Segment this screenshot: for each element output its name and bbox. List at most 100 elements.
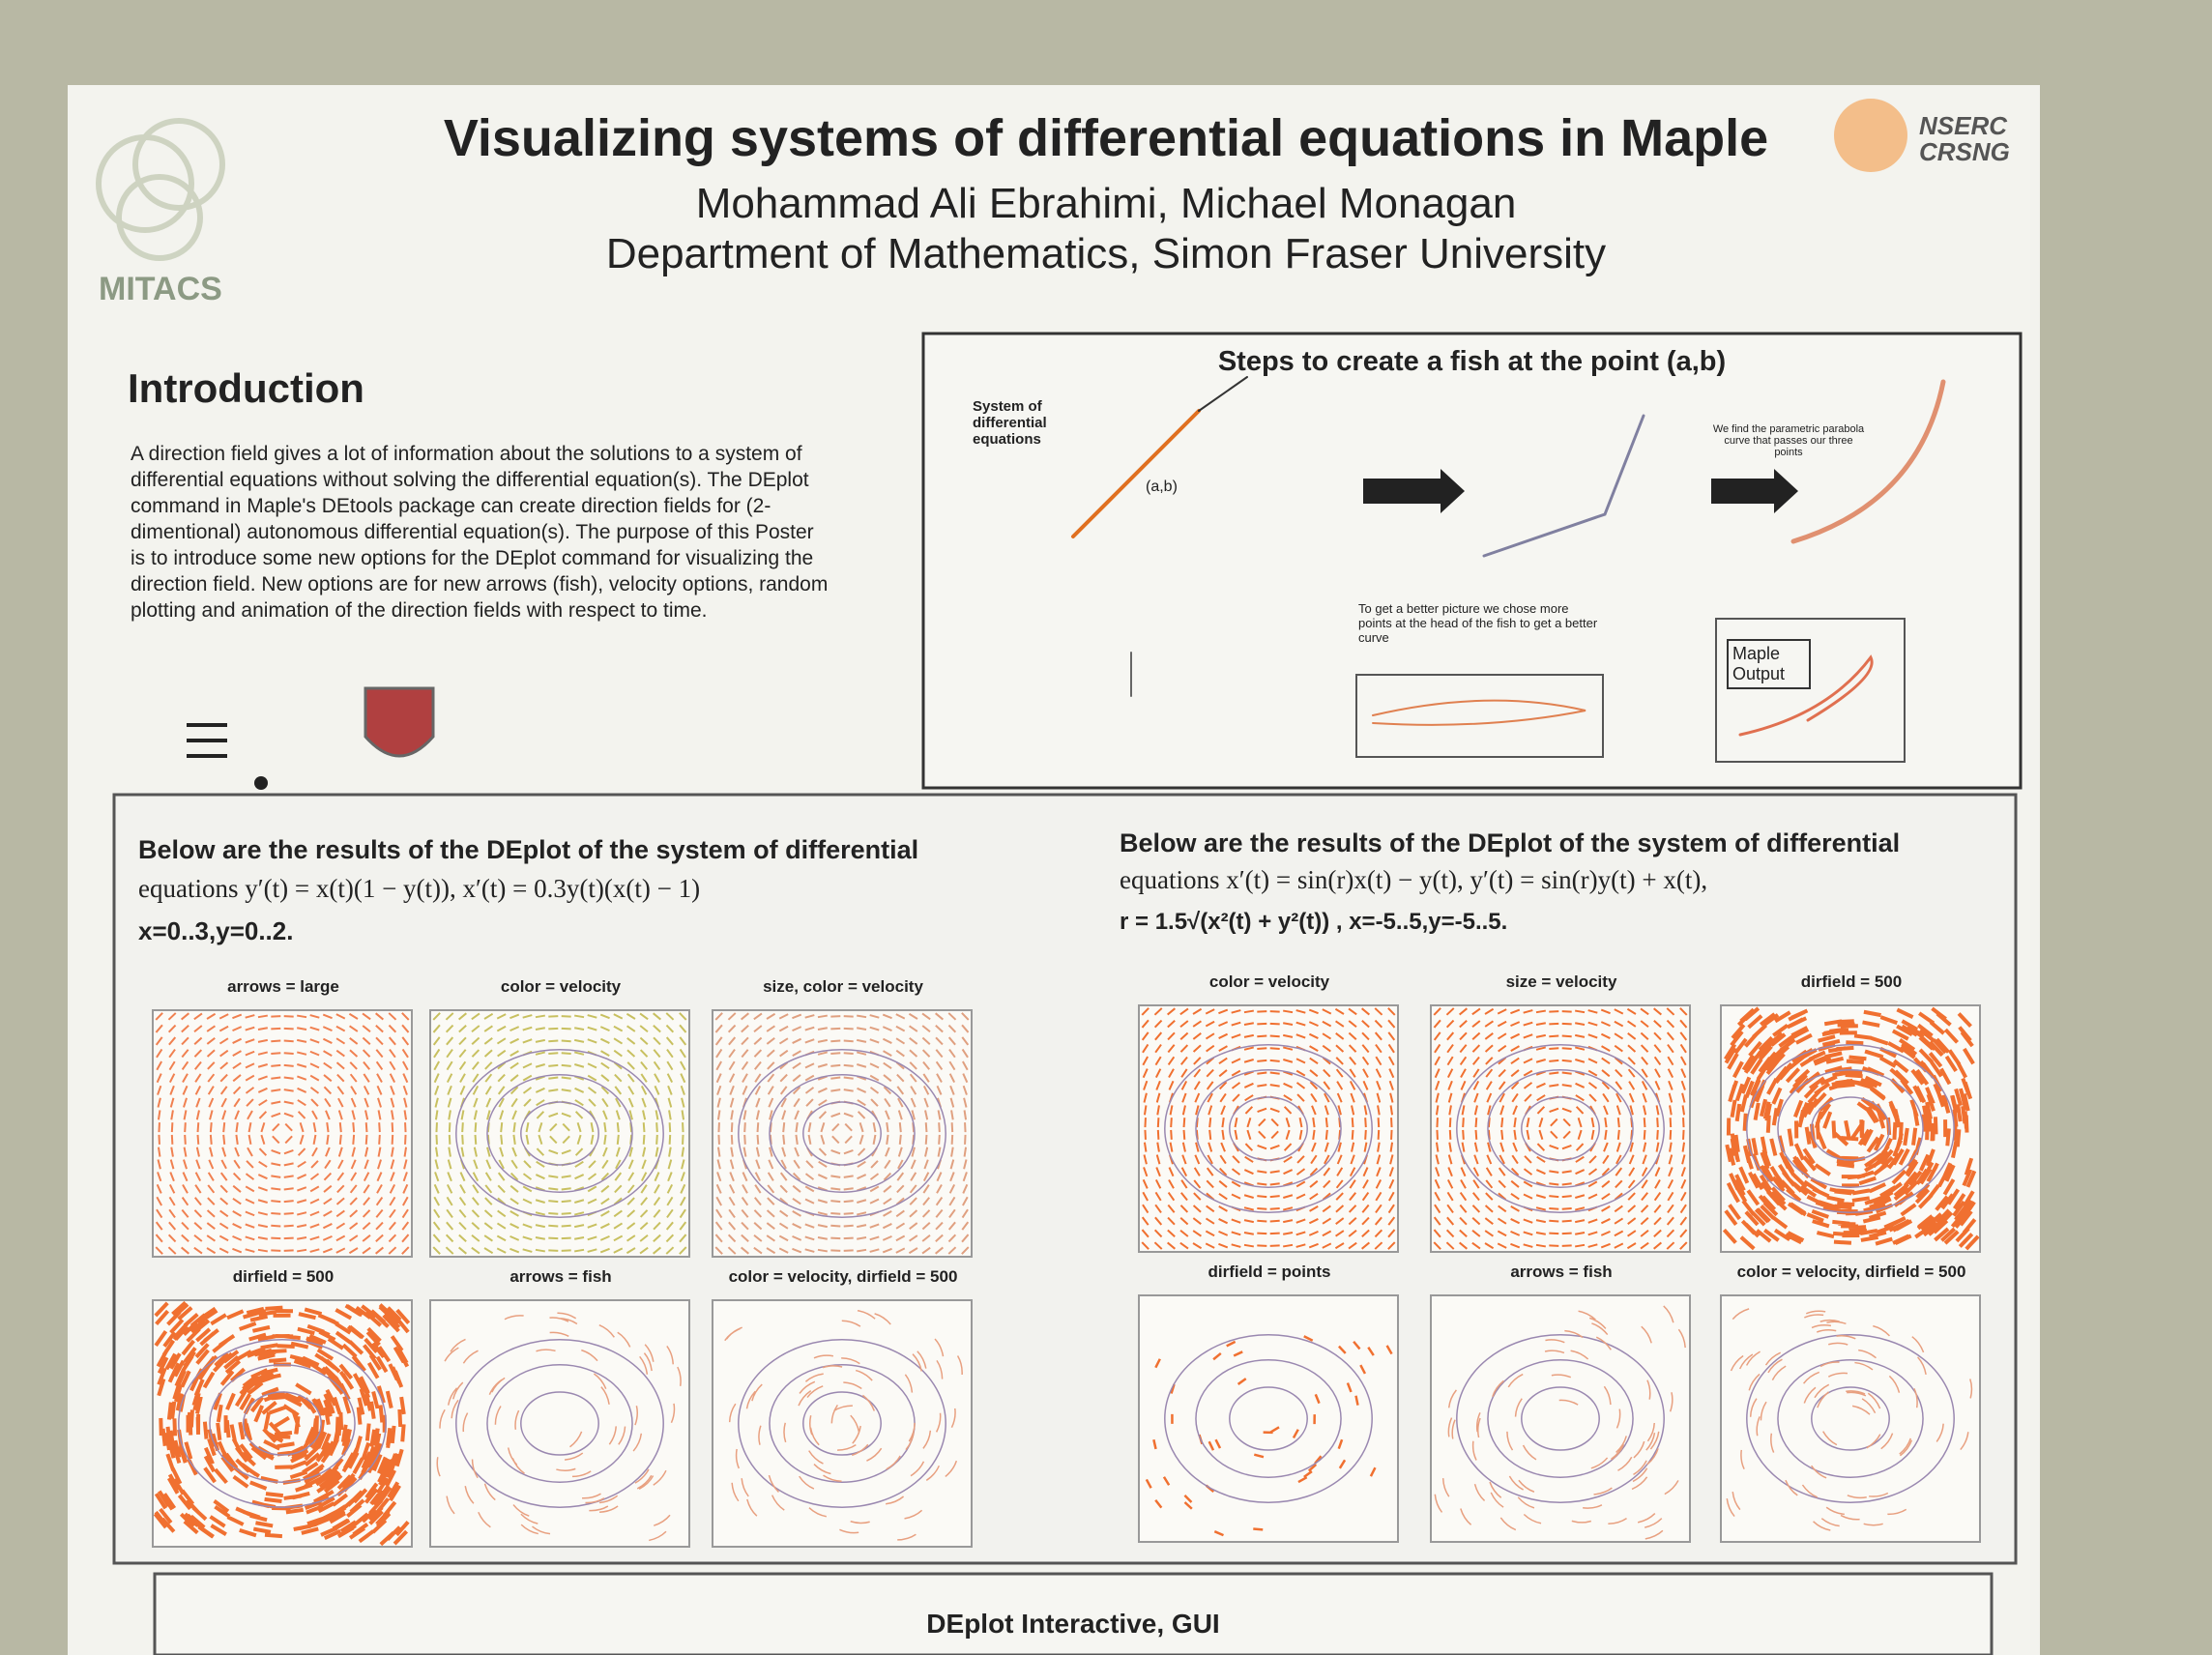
trajectory (1487, 1359, 1634, 1478)
arrows (714, 1012, 970, 1255)
trajectory (1456, 1334, 1665, 1503)
direction-field (712, 1009, 973, 1258)
trajectory (1777, 1359, 1924, 1478)
trajectory (1746, 1044, 1955, 1213)
trajectory (520, 1391, 599, 1456)
trajectory (209, 1364, 356, 1483)
plot-frame (1430, 1004, 1691, 1253)
plot-label: color = velocity (500, 977, 622, 996)
trajectory (1164, 1334, 1373, 1503)
plot-label: color = velocity, dirfield = 500 (728, 1267, 958, 1286)
title: Visualizing systems of differential equa… (443, 109, 1769, 167)
trajectory (178, 1339, 387, 1508)
trajectory (769, 1074, 916, 1193)
trajectory (802, 1391, 882, 1456)
direction-field (1720, 1294, 1981, 1543)
plot-frame (1138, 1004, 1399, 1253)
steps-point-label: (a,b) (1146, 479, 1178, 495)
plot-label: color = velocity (1208, 973, 1330, 991)
nserc-text: NSERC (1919, 111, 2008, 140)
plot-label: color = velocity, dirfield = 500 (1736, 1263, 1966, 1281)
trajectory (455, 1339, 664, 1508)
plot-label: dirfield = 500 (1800, 973, 1903, 991)
arrows (1722, 1006, 1980, 1251)
mitacs-logo (96, 118, 225, 261)
intro-text: A direction field gives a lot of informa… (131, 443, 829, 622)
footer-title: DEplot Interactive, GUI (926, 1609, 1220, 1639)
steps-system-label: System of differential equations (973, 398, 1047, 448)
plot-frame (429, 1299, 690, 1548)
direction-field (429, 1299, 690, 1548)
arrows (1145, 1335, 1393, 1537)
trajectory (1229, 1386, 1308, 1451)
plot-frame (712, 1009, 973, 1258)
plot-frame (1138, 1294, 1399, 1543)
trajectory (738, 1339, 946, 1508)
arrows (153, 1300, 411, 1547)
trajectory (243, 1391, 322, 1456)
plot-frame (1430, 1294, 1691, 1543)
trajectory (738, 1049, 946, 1218)
fish-arrows (1726, 1308, 1973, 1531)
left-caption: Below are the results of the DEplot of t… (138, 835, 919, 864)
trajectory (1811, 1386, 1890, 1451)
affiliation: Department of Mathematics, Simon Fraser … (605, 230, 1607, 277)
trajectory (520, 1101, 599, 1166)
trajectory (455, 1049, 664, 1218)
plot-label: size, color = velocity (763, 977, 923, 996)
trajectory (486, 1074, 633, 1193)
trajectory (1746, 1334, 1955, 1503)
arrows (155, 1012, 410, 1255)
plot-label: dirfield = points (1208, 1263, 1331, 1281)
fish-arrows (1434, 1305, 1686, 1540)
fish-arrows (724, 1310, 963, 1541)
steps-maple-output: Maple Output (1732, 644, 1786, 683)
trajectory (1456, 1044, 1665, 1213)
plot-label: dirfield = 500 (232, 1267, 335, 1286)
trajectory (1521, 1096, 1600, 1161)
steps-parabola-note: We find the parametric parabola curve th… (1712, 423, 1865, 458)
plot-frame (712, 1299, 973, 1548)
trajectory (1487, 1069, 1634, 1188)
direction-field (429, 1009, 690, 1258)
authors: Mohammad Ali Ebrahimi, Michael Monagan (695, 180, 1517, 227)
steps-better-note: To get a better picture we chose more po… (1358, 601, 1598, 645)
arrows (1141, 1007, 1396, 1250)
steps-box (921, 332, 2023, 790)
intro-heading: Introduction (128, 365, 364, 411)
crsng-text: CRSNG (1919, 137, 2010, 166)
trajectory (802, 1101, 882, 1166)
trajectory (1777, 1069, 1924, 1188)
icons (187, 686, 435, 790)
plot-label: arrows = fish (509, 1267, 612, 1286)
right-equation: equations x′(t) = sin(r)x(t) − y(t), y′(… (1120, 865, 1708, 894)
trajectory (1195, 1359, 1342, 1478)
plot-frame (152, 1009, 413, 1258)
direction-field (1720, 1004, 1981, 1253)
plot-label: arrows = fish (1510, 1263, 1613, 1281)
plot-frame (1720, 1294, 1981, 1543)
direction-field (1430, 1004, 1691, 1253)
left-ranges: x=0..3,y=0..2. (138, 916, 294, 945)
fish-diagram (1071, 376, 1946, 763)
fish-arrows (436, 1312, 682, 1542)
direction-field (1138, 1004, 1399, 1253)
mitacs-text: MITACS (99, 271, 222, 307)
plot-label: arrows = large (227, 977, 339, 996)
trajectory (1195, 1069, 1342, 1188)
trajectory (1164, 1044, 1373, 1213)
trajectory (1521, 1386, 1600, 1451)
right-caption: Below are the results of the DEplot of t… (1120, 828, 1901, 857)
arrows (432, 1012, 687, 1255)
arrows (1433, 1007, 1688, 1250)
footer-box (153, 1572, 1994, 1655)
trajectory (1811, 1096, 1890, 1161)
trajectory (1229, 1096, 1308, 1161)
trajectory (486, 1364, 633, 1483)
steps-title: Steps to create a fish at the point (a,b… (1217, 346, 1727, 377)
direction-field (152, 1009, 413, 1258)
direction-field (152, 1299, 413, 1548)
direction-field (1138, 1294, 1399, 1543)
